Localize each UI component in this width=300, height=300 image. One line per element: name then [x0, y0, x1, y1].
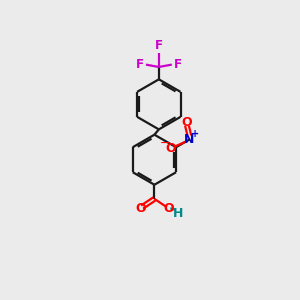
Text: O: O [165, 142, 176, 155]
Text: N: N [184, 133, 194, 146]
Text: O: O [163, 202, 174, 215]
Text: −: − [159, 136, 170, 150]
Text: +: + [191, 129, 199, 139]
Text: H: H [173, 206, 184, 220]
Text: O: O [135, 202, 146, 215]
Text: F: F [136, 58, 144, 71]
Text: F: F [174, 58, 182, 71]
Text: F: F [155, 39, 163, 52]
Text: O: O [182, 116, 192, 129]
